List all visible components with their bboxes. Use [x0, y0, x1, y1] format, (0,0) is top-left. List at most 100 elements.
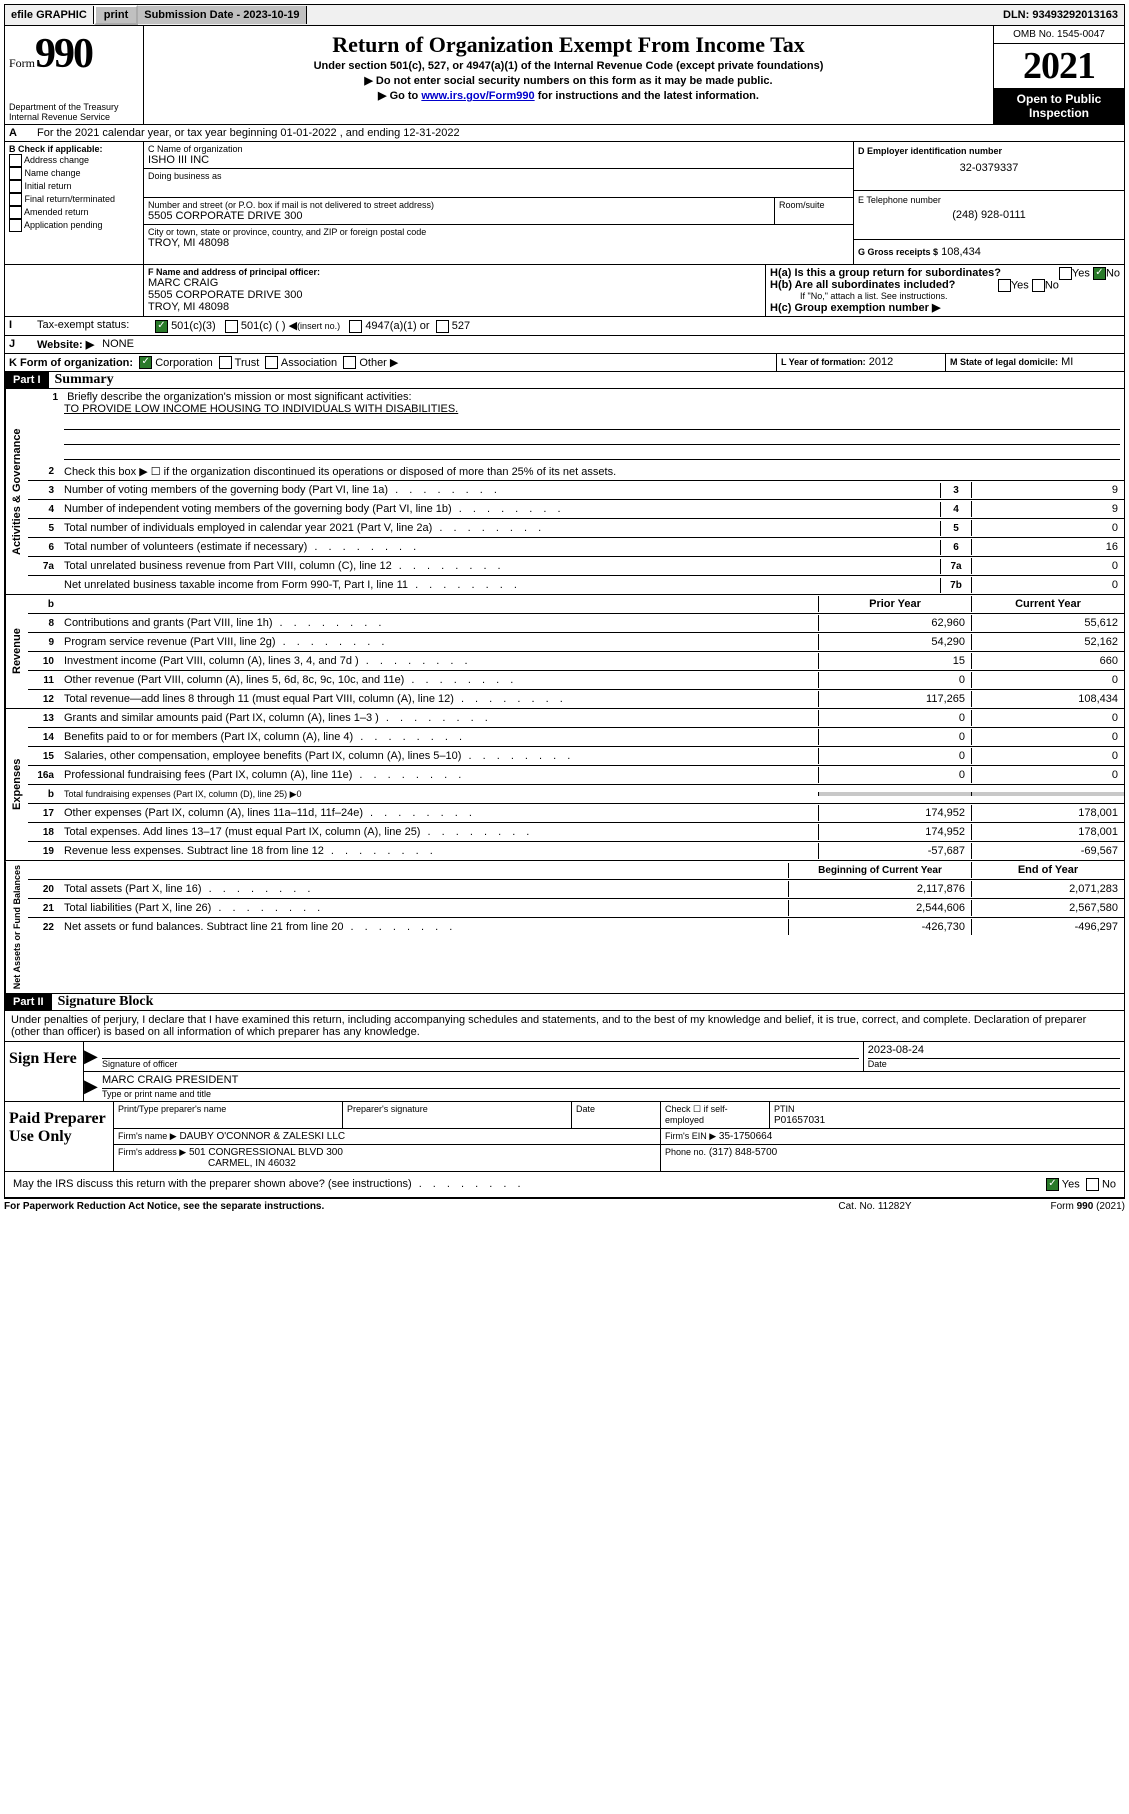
- summary-row: 13Grants and similar amounts paid (Part …: [28, 709, 1124, 728]
- hb-no-checkbox[interactable]: [1032, 279, 1045, 292]
- form-header: Form990 Department of the Treasury Inter…: [4, 26, 1125, 125]
- tax-year: 2021: [994, 44, 1124, 88]
- box-j-label: Website: ▶: [33, 336, 98, 353]
- 501c3-checkbox[interactable]: [155, 320, 168, 333]
- firm-phone-label: Phone no.: [665, 1147, 706, 1157]
- box-b-label: B Check if applicable:: [9, 144, 139, 154]
- summary-row: bTotal fundraising expenses (Part IX, co…: [28, 785, 1124, 804]
- firm-addr-label: Firm's address ▶: [118, 1147, 186, 1157]
- firm-phone: (317) 848-5700: [709, 1147, 777, 1158]
- ha-yes-checkbox[interactable]: [1059, 267, 1072, 280]
- perjury-text: Under penalties of perjury, I declare th…: [4, 1011, 1125, 1042]
- box-b-option[interactable]: Address change: [9, 154, 139, 167]
- mission-text: TO PROVIDE LOW INCOME HOUSING TO INDIVID…: [32, 403, 458, 415]
- form-number: 990: [35, 31, 92, 77]
- form-footer: Form 990 (2021): [975, 1201, 1125, 1212]
- officer-name: MARC CRAIG: [148, 277, 761, 289]
- sign-here-label: Sign Here: [5, 1042, 84, 1101]
- addr-label: Number and street (or P.O. box if mail i…: [148, 200, 770, 210]
- discuss-no-checkbox[interactable]: [1086, 1178, 1099, 1191]
- subtitle-2: Do not enter social security numbers on …: [152, 74, 985, 87]
- discuss-text: May the IRS discuss this return with the…: [9, 1176, 1042, 1193]
- summary-row: 9Program service revenue (Part VIII, lin…: [28, 633, 1124, 652]
- part1-tag: Part I: [5, 372, 49, 388]
- omb-number: OMB No. 1545-0047: [994, 26, 1124, 44]
- box-g-label: G Gross receipts $: [858, 247, 938, 257]
- open-public-badge: Open to Public Inspection: [994, 88, 1124, 124]
- hb-yes-checkbox[interactable]: [998, 279, 1011, 292]
- summary-row: 4Number of independent voting members of…: [28, 500, 1124, 519]
- end-year-header: End of Year: [971, 862, 1124, 878]
- box-e-label: E Telephone number: [858, 195, 1120, 205]
- box-l-label: L Year of formation:: [781, 357, 866, 367]
- summary-row: 20Total assets (Part X, line 16)2,117,87…: [28, 880, 1124, 899]
- summary-row: 14Benefits paid to or for members (Part …: [28, 728, 1124, 747]
- irs-label: Internal Revenue Service: [9, 112, 119, 122]
- instructions-link[interactable]: www.irs.gov/Form990: [421, 90, 534, 102]
- preparer-date-label: Date: [576, 1104, 595, 1114]
- summary-row: 22Net assets or fund balances. Subtract …: [28, 918, 1124, 936]
- vlabel-netassets: Net Assets or Fund Balances: [5, 861, 28, 993]
- box-f-label: F Name and address of principal officer:: [148, 267, 761, 277]
- firm-addr1: 501 CONGRESSIONAL BLVD 300: [189, 1147, 343, 1158]
- summary-row: 3Number of voting members of the governi…: [28, 481, 1124, 500]
- box-b-option[interactable]: Application pending: [9, 219, 139, 232]
- cat-no: Cat. No. 11282Y: [775, 1201, 975, 1212]
- vlabel-governance: Activities & Governance: [5, 389, 28, 594]
- vlabel-expenses: Expenses: [5, 709, 28, 860]
- street-address: 5505 CORPORATE DRIVE 300: [148, 210, 770, 222]
- preparer-name-label: Print/Type preparer's name: [118, 1104, 226, 1114]
- firm-ein: 35-1750664: [719, 1131, 772, 1142]
- box-b-option[interactable]: Final return/terminated: [9, 193, 139, 206]
- sig-date-label: Date: [868, 1059, 1120, 1069]
- box-i-label: Tax-exempt status:: [33, 317, 151, 335]
- print-button[interactable]: print: [94, 5, 138, 25]
- part2-tag: Part II: [5, 994, 52, 1010]
- firm-name-label: Firm's name ▶: [118, 1131, 177, 1141]
- 527-checkbox[interactable]: [436, 320, 449, 333]
- sig-arrow-icon-2: ▶: [84, 1072, 98, 1101]
- ptin: P01657031: [774, 1115, 825, 1126]
- l2-text: Check this box ▶ ☐ if the organization d…: [60, 463, 1124, 480]
- gross-receipts: 108,434: [941, 246, 981, 258]
- ha-no-checkbox[interactable]: [1093, 267, 1106, 280]
- firm-addr2: CARMEL, IN 46032: [118, 1158, 296, 1169]
- box-k-option[interactable]: Association: [262, 357, 340, 369]
- summary-row: 19Revenue less expenses. Subtract line 1…: [28, 842, 1124, 860]
- box-b-option[interactable]: Amended return: [9, 206, 139, 219]
- 4947-checkbox[interactable]: [349, 320, 362, 333]
- telephone: (248) 928-0111: [858, 205, 1120, 221]
- box-h-b: H(b) Are all subordinates included? Yes …: [770, 279, 1120, 291]
- box-h-a: H(a) Is this a group return for subordin…: [770, 267, 1120, 279]
- box-b-option[interactable]: Name change: [9, 167, 139, 180]
- box-k-option[interactable]: Other ▶: [340, 357, 401, 369]
- box-k-option[interactable]: Trust: [216, 357, 263, 369]
- sig-arrow-icon: ▶: [84, 1042, 98, 1071]
- sig-date: 2023-08-24: [868, 1044, 1120, 1059]
- summary-row: 12Total revenue—add lines 8 through 11 (…: [28, 690, 1124, 708]
- dba-label: Doing business as: [148, 171, 849, 181]
- officer-addr: 5505 CORPORATE DRIVE 300: [148, 289, 761, 301]
- summary-row: 17Other expenses (Part IX, column (A), l…: [28, 804, 1124, 823]
- officer-print-name: MARC CRAIG PRESIDENT: [102, 1074, 1120, 1089]
- box-k-label: K Form of organization:: [9, 357, 133, 369]
- summary-row: 6Total number of volunteers (estimate if…: [28, 538, 1124, 557]
- box-m-label: M State of legal domicile:: [950, 357, 1058, 367]
- ein: 32-0379337: [858, 156, 1120, 174]
- summary-row: 16aProfessional fundraising fees (Part I…: [28, 766, 1124, 785]
- form-word: Form: [9, 56, 35, 70]
- summary-row: 15Salaries, other compensation, employee…: [28, 747, 1124, 766]
- line-a: A For the 2021 calendar year, or tax yea…: [4, 125, 1125, 142]
- summary-row: 5Total number of individuals employed in…: [28, 519, 1124, 538]
- year-formation: 2012: [869, 356, 893, 368]
- discuss-yes-checkbox[interactable]: [1046, 1178, 1059, 1191]
- box-k-option[interactable]: Corporation: [136, 357, 216, 369]
- box-h-note: If "No," attach a list. See instructions…: [770, 291, 1120, 301]
- dept-label: Department of the Treasury: [9, 102, 119, 112]
- current-year-header: Current Year: [971, 596, 1124, 612]
- officer-city: TROY, MI 48098: [148, 301, 761, 313]
- box-b-option[interactable]: Initial return: [9, 180, 139, 193]
- 501c-checkbox[interactable]: [225, 320, 238, 333]
- box-d-label: D Employer identification number: [858, 146, 1120, 156]
- box-h-c: H(c) Group exemption number ▶: [770, 301, 1120, 314]
